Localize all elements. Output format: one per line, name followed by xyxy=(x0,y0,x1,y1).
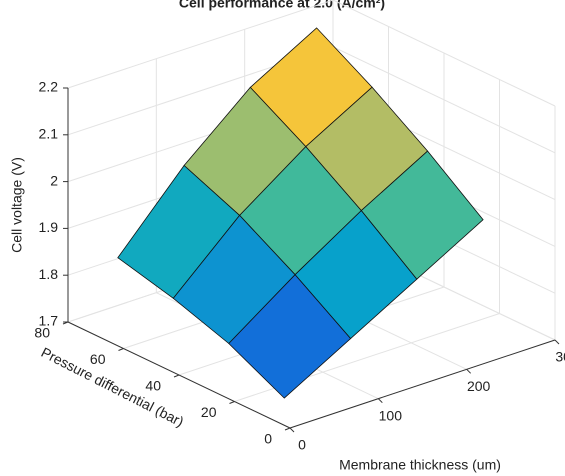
grid-line xyxy=(332,46,556,154)
y-tick-label: 40 xyxy=(145,378,161,394)
grid-line xyxy=(332,0,556,107)
x-tick xyxy=(554,339,560,345)
y-tick-label: 0 xyxy=(264,431,272,447)
y-tick xyxy=(229,401,235,404)
chart-title: Cell performance at 2.0 (A/cm²) xyxy=(179,0,385,11)
x-tick xyxy=(289,427,295,433)
z-tick-label: 1.7 xyxy=(39,313,59,329)
z-tick-label: 2.2 xyxy=(39,79,59,95)
y-axis-label: Pressure differential (bar) xyxy=(39,344,187,430)
z-tick-label: 2 xyxy=(50,172,58,188)
x-tick xyxy=(377,398,383,404)
x-axis-label: Membrane thickness (um) xyxy=(339,457,501,473)
grid-line xyxy=(67,0,334,89)
y-tick-label: 20 xyxy=(201,404,217,420)
z-tick-label: 2.1 xyxy=(39,126,59,142)
y-tick xyxy=(284,427,291,431)
y-tick-label: 60 xyxy=(90,351,106,367)
z-tick-label: 1.8 xyxy=(39,266,59,282)
y-tick xyxy=(118,348,124,351)
axis-line xyxy=(289,339,556,429)
x-tick-label: 100 xyxy=(379,407,403,423)
z-tick-label: 1.9 xyxy=(39,219,59,235)
surface-face xyxy=(228,274,352,399)
y-tick xyxy=(173,374,180,378)
x-tick-label: 200 xyxy=(467,378,491,394)
x-tick xyxy=(466,368,472,374)
x-tick-label: 0 xyxy=(298,437,306,453)
z-axis-label: Cell voltage (V) xyxy=(9,157,25,253)
x-tick-label: 300 xyxy=(555,349,565,365)
y-tick-label: 80 xyxy=(34,325,50,341)
